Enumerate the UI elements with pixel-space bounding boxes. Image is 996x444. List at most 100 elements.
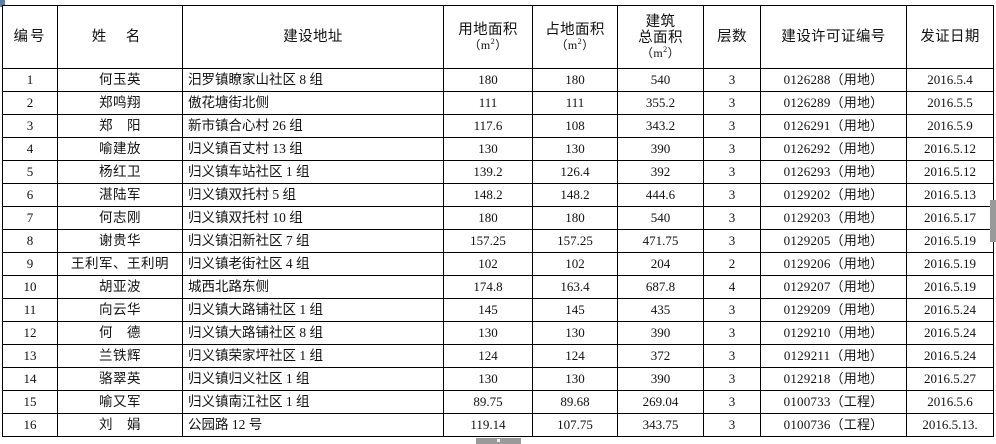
- cell-no[interactable]: 3: [2, 114, 58, 138]
- cell-no[interactable]: 15: [2, 390, 58, 414]
- cell-address[interactable]: 归义镇汨新社区 7 组: [182, 229, 444, 253]
- cell-total-floor-area[interactable]: 687.8: [617, 275, 704, 299]
- cell-permit-number[interactable]: 0129202（用地）: [760, 183, 907, 207]
- cell-occupy-area[interactable]: 111: [532, 91, 618, 115]
- cell-address[interactable]: 归义镇荣家坪社区 1 组: [182, 344, 444, 368]
- cell-occupy-area[interactable]: 145: [532, 298, 618, 322]
- cell-permit-number[interactable]: 0129210（用地）: [760, 321, 907, 345]
- cell-name[interactable]: 喻又军: [57, 390, 183, 414]
- cell-issue-date[interactable]: 2016.5.5: [906, 91, 994, 115]
- cell-total-floor-area[interactable]: 343.75: [617, 413, 704, 437]
- table-row[interactable]: 1 何玉英 汨罗镇瞭家山社区 8 组 180 180 540 3 0126288（用地） 201…: [2, 68, 994, 92]
- cell-issue-date[interactable]: 2016.5.6: [906, 390, 994, 414]
- cell-issue-date[interactable]: 2016.5.12: [906, 160, 994, 184]
- cell-address[interactable]: 傲花塘街北侧: [182, 91, 444, 115]
- vertical-scrollbar[interactable]: [990, 0, 996, 444]
- cell-land-area[interactable]: 130: [443, 137, 533, 161]
- cell-land-area[interactable]: 117.6: [443, 114, 533, 138]
- cell-no[interactable]: 7: [2, 206, 58, 230]
- cell-total-floor-area[interactable]: 355.2: [617, 91, 704, 115]
- cell-name[interactable]: 杨红卫: [57, 160, 183, 184]
- cell-address[interactable]: 归义镇双托村 5 组: [182, 183, 444, 207]
- cell-floors[interactable]: 3: [703, 390, 761, 414]
- cell-name[interactable]: 何志刚: [57, 206, 183, 230]
- cell-occupy-area[interactable]: 157.25: [532, 229, 618, 253]
- cell-land-area[interactable]: 174.8: [443, 275, 533, 299]
- cell-total-floor-area[interactable]: 390: [617, 137, 704, 161]
- cell-permit-number[interactable]: 0126291（用地）: [760, 114, 907, 138]
- cell-name[interactable]: 向云华: [57, 298, 183, 322]
- cell-no[interactable]: 10: [2, 275, 58, 299]
- cell-floors[interactable]: 3: [703, 114, 761, 138]
- cell-floors[interactable]: 3: [703, 298, 761, 322]
- cell-permit-number[interactable]: 0129203（用地）: [760, 206, 907, 230]
- cell-no[interactable]: 14: [2, 367, 58, 391]
- cell-occupy-area[interactable]: 180: [532, 68, 618, 92]
- cell-floors[interactable]: 3: [703, 68, 761, 92]
- cell-name[interactable]: 兰铁辉: [57, 344, 183, 368]
- cell-total-floor-area[interactable]: 435: [617, 298, 704, 322]
- cell-issue-date[interactable]: 2016.5.9: [906, 114, 994, 138]
- cell-floors[interactable]: 3: [703, 91, 761, 115]
- cell-occupy-area[interactable]: 130: [532, 321, 618, 345]
- cell-floors[interactable]: 3: [703, 160, 761, 184]
- table-row[interactable]: 4 喻建放 归义镇百丈村 13 组 130 130 390 3 0126292（用地） 2016…: [2, 137, 994, 161]
- cell-issue-date[interactable]: 2016.5.4: [906, 68, 994, 92]
- cell-issue-date[interactable]: 2016.5.24: [906, 344, 994, 368]
- cell-name[interactable]: 何 德: [57, 321, 183, 345]
- cell-no[interactable]: 16: [2, 413, 58, 437]
- cell-permit-number[interactable]: 0129207（用地）: [760, 275, 907, 299]
- cell-permit-number[interactable]: 0126289（用地）: [760, 91, 907, 115]
- cell-occupy-area[interactable]: 130: [532, 367, 618, 391]
- cell-no[interactable]: 6: [2, 183, 58, 207]
- cell-name[interactable]: 骆翠英: [57, 367, 183, 391]
- cell-issue-date[interactable]: 2016.5.27: [906, 367, 994, 391]
- cell-total-floor-area[interactable]: 204: [617, 252, 704, 276]
- cell-address[interactable]: 归义镇大路铺社区 1 组: [182, 298, 444, 322]
- cell-land-area[interactable]: 130: [443, 367, 533, 391]
- cell-issue-date[interactable]: 2016.5.13.: [906, 413, 994, 437]
- cell-floors[interactable]: 4: [703, 275, 761, 299]
- cell-no[interactable]: 4: [2, 137, 58, 161]
- cell-name[interactable]: 喻建放: [57, 137, 183, 161]
- cell-occupy-area[interactable]: 163.4: [532, 275, 618, 299]
- cell-issue-date[interactable]: 2016.5.17: [906, 206, 994, 230]
- table-row[interactable]: 13 兰铁辉 归义镇荣家坪社区 1 组 124 124 372 3 0129211（用地） 20…: [2, 344, 994, 368]
- horizontal-scrollbar-thumb[interactable]: [476, 438, 521, 444]
- table-row[interactable]: 11 向云华 归义镇大路铺社区 1 组 145 145 435 3 0129209（用地） 20…: [2, 298, 994, 322]
- cell-occupy-area[interactable]: 108: [532, 114, 618, 138]
- cell-no[interactable]: 13: [2, 344, 58, 368]
- cell-permit-number[interactable]: 0129211（用地）: [760, 344, 907, 368]
- cell-occupy-area[interactable]: 107.75: [532, 413, 618, 437]
- table-row[interactable]: 10 胡亚波 城西北路东侧 174.8 163.4 687.8 4 0129207（用地） 20…: [2, 275, 994, 299]
- cell-address[interactable]: 汨罗镇瞭家山社区 8 组: [182, 68, 444, 92]
- cell-name[interactable]: 刘 娟: [57, 413, 183, 437]
- cell-no[interactable]: 9: [2, 252, 58, 276]
- table-row[interactable]: 14 骆翠英 归义镇归义社区 1 组 130 130 390 3 0129218（用地） 201…: [2, 367, 994, 391]
- cell-floors[interactable]: 3: [703, 183, 761, 207]
- cell-permit-number[interactable]: 0126292（用地）: [760, 137, 907, 161]
- cell-address[interactable]: 归义镇南江社区 1 组: [182, 390, 444, 414]
- cell-floors[interactable]: 3: [703, 344, 761, 368]
- cell-land-area[interactable]: 180: [443, 68, 533, 92]
- cell-total-floor-area[interactable]: 392: [617, 160, 704, 184]
- cell-total-floor-area[interactable]: 390: [617, 321, 704, 345]
- cell-permit-number[interactable]: 0129209（用地）: [760, 298, 907, 322]
- cell-issue-date[interactable]: 2016.5.13: [906, 183, 994, 207]
- horizontal-scrollbar[interactable]: [0, 437, 996, 444]
- cell-address[interactable]: 公园路 12 号: [182, 413, 444, 437]
- cell-issue-date[interactable]: 2016.5.24: [906, 298, 994, 322]
- cell-address[interactable]: 新市镇合心村 26 组: [182, 114, 444, 138]
- cell-occupy-area[interactable]: 126.4: [532, 160, 618, 184]
- cell-issue-date[interactable]: 2016.5.24: [906, 321, 994, 345]
- cell-floors[interactable]: 3: [703, 413, 761, 437]
- table-row[interactable]: 5 杨红卫 归义镇车站社区 1 组 139.2 126.4 392 3 0126293（用地）…: [2, 160, 994, 184]
- cell-name[interactable]: 何玉英: [57, 68, 183, 92]
- cell-land-area[interactable]: 180: [443, 206, 533, 230]
- cell-occupy-area[interactable]: 102: [532, 252, 618, 276]
- cell-land-area[interactable]: 130: [443, 321, 533, 345]
- cell-name[interactable]: 胡亚波: [57, 275, 183, 299]
- cell-occupy-area[interactable]: 89.68: [532, 390, 618, 414]
- cell-address[interactable]: 归义镇双托村 10 组: [182, 206, 444, 230]
